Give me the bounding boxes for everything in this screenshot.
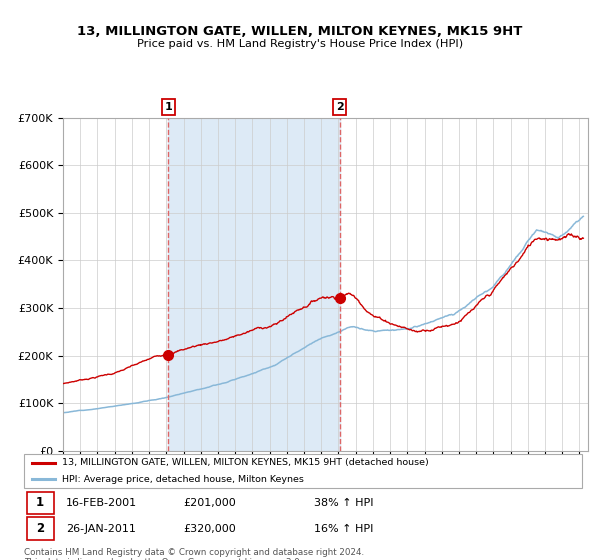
Text: 1: 1 [164,102,172,112]
Text: 1: 1 [36,496,44,510]
Text: 13, MILLINGTON GATE, WILLEN, MILTON KEYNES, MK15 9HT: 13, MILLINGTON GATE, WILLEN, MILTON KEYN… [77,25,523,38]
Bar [27,517,53,540]
Text: 38% ↑ HPI: 38% ↑ HPI [314,498,374,508]
Text: 13, MILLINGTON GATE, WILLEN, MILTON KEYNES, MK15 9HT (detached house): 13, MILLINGTON GATE, WILLEN, MILTON KEYN… [62,458,428,467]
Bar [27,492,53,514]
Text: HPI: Average price, detached house, Milton Keynes: HPI: Average price, detached house, Milt… [62,475,304,484]
Text: 2: 2 [336,102,343,112]
Text: £201,000: £201,000 [183,498,236,508]
Text: Price paid vs. HM Land Registry's House Price Index (HPI): Price paid vs. HM Land Registry's House … [137,39,463,49]
Text: 16% ↑ HPI: 16% ↑ HPI [314,524,374,534]
Bar [169,118,340,451]
Text: 16-FEB-2001: 16-FEB-2001 [66,498,137,508]
Text: 26-JAN-2011: 26-JAN-2011 [66,524,136,534]
Text: £320,000: £320,000 [183,524,236,534]
Text: Contains HM Land Registry data © Crown copyright and database right 2024.
This d: Contains HM Land Registry data © Crown c… [24,548,364,560]
Text: 2: 2 [36,522,44,535]
